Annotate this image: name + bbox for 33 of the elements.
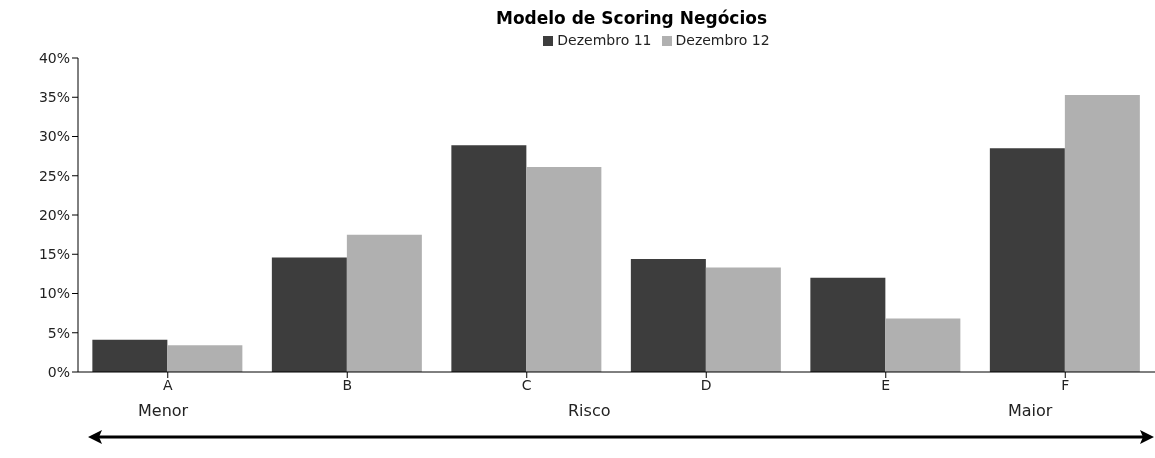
bar xyxy=(705,267,781,372)
bar xyxy=(989,148,1065,372)
bar xyxy=(1064,94,1140,372)
bar xyxy=(92,339,168,372)
y-tick-label: 5% xyxy=(47,324,70,341)
bar xyxy=(451,145,527,372)
x-tick-label: C xyxy=(521,376,532,393)
legend-label: Dezembro 11 xyxy=(557,32,652,48)
y-tick-label: 35% xyxy=(38,89,70,106)
bar xyxy=(810,277,886,372)
x-tick-label: D xyxy=(700,376,712,393)
bar xyxy=(167,345,243,372)
x-tick-label: B xyxy=(342,376,353,393)
y-tick-label: 30% xyxy=(38,128,70,145)
y-tick-label: 0% xyxy=(47,363,70,380)
x-tick-label: A xyxy=(162,376,173,393)
chart-title: Modelo de Scoring Negócios xyxy=(494,8,768,28)
x-tick-label: F xyxy=(1061,376,1070,393)
bar xyxy=(271,257,347,372)
y-tick-label: 25% xyxy=(38,167,70,184)
y-tick-label: 20% xyxy=(38,206,70,223)
bar xyxy=(346,234,422,372)
x-tick-label: E xyxy=(881,376,891,393)
y-tick-label: 40% xyxy=(38,49,70,66)
y-tick-label: 10% xyxy=(38,285,70,302)
y-tick-label: 15% xyxy=(38,246,70,263)
bar xyxy=(885,318,961,372)
text: Risco xyxy=(568,401,611,420)
bar xyxy=(526,167,602,372)
bar xyxy=(630,258,706,372)
legend-label: Dezembro 12 xyxy=(675,32,770,48)
text: Menor xyxy=(138,401,189,420)
text: Maior xyxy=(1008,401,1053,420)
